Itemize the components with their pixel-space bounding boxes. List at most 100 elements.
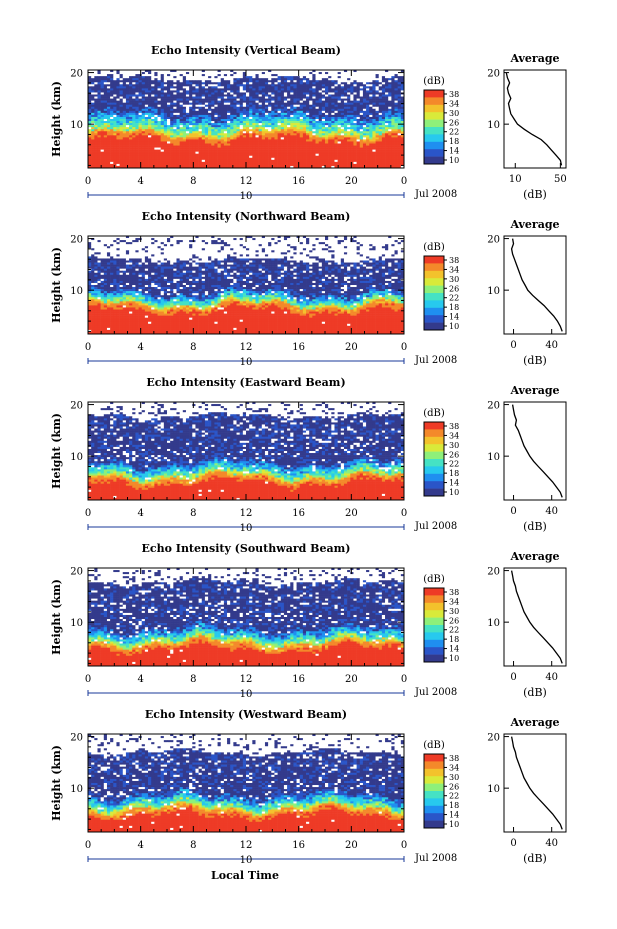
heatmap-cell — [106, 110, 111, 114]
heatmap-cell — [217, 123, 222, 126]
heatmap-cell — [328, 106, 332, 110]
heatmap-cell — [220, 236, 225, 239]
heatmap-cell — [220, 98, 225, 101]
heatmap-cell — [309, 123, 313, 126]
heatmap-cell — [170, 78, 174, 81]
heatmap-cell — [312, 236, 316, 239]
heatmap-cell — [372, 98, 376, 101]
heatmap-cell — [129, 133, 133, 136]
heatmap-cell — [306, 96, 310, 99]
heatmap-cell — [353, 114, 357, 118]
heatmap-cell — [362, 133, 367, 136]
heatmap-cell — [141, 135, 146, 138]
heatmap-cell — [204, 114, 209, 118]
heatmap-cell — [160, 80, 165, 83]
heatmap-cell — [350, 123, 354, 126]
heatmap-cell — [208, 96, 212, 99]
heatmap-cell — [293, 110, 297, 114]
heatmap-cell — [157, 133, 161, 136]
heatmap-cell — [173, 149, 177, 152]
heatmap-cell — [182, 94, 187, 97]
heatmap-cell — [110, 155, 114, 159]
heatmap-cell — [261, 129, 266, 132]
heatmap-cell — [100, 165, 105, 169]
heatmap-cell — [372, 112, 376, 116]
heatmap-cell — [211, 139, 215, 142]
profile-unit: (dB) — [523, 188, 547, 201]
heatmap-cell — [151, 100, 155, 103]
heatmap-cell — [110, 78, 114, 81]
heatmap-cell — [119, 127, 124, 130]
heatmap-cell — [208, 149, 212, 152]
heatmap-cell — [296, 145, 301, 148]
heatmap-cell — [318, 94, 323, 97]
heatmap-cell — [100, 92, 105, 95]
heatmap-cell — [192, 106, 196, 110]
heatmap-cell — [141, 78, 146, 81]
heatmap-cell — [343, 92, 348, 95]
heatmap-cell — [233, 102, 237, 106]
heatmap-cell — [372, 153, 376, 157]
heatmap-cell — [88, 145, 92, 148]
heatmap-cell — [110, 119, 114, 122]
heatmap-cell — [366, 121, 370, 124]
heatmap-cell — [271, 114, 275, 118]
heatmap-cell — [391, 86, 395, 89]
heatmap-cell — [173, 159, 177, 163]
heatmap-cell — [252, 92, 256, 95]
heatmap-cell — [375, 94, 380, 97]
heatmap-cell — [306, 78, 310, 81]
heatmap-cell — [350, 92, 354, 95]
heatmap-cell — [91, 108, 95, 112]
heatmap-cell — [258, 84, 263, 87]
heatmap-cell — [369, 106, 373, 110]
heatmap-cell — [132, 159, 136, 163]
heatmap-cell — [163, 129, 168, 132]
heatmap-cell — [220, 94, 225, 97]
heatmap-cell — [106, 94, 111, 97]
heatmap-cell — [179, 159, 184, 163]
heatmap-cell — [233, 76, 237, 79]
heatmap-cell — [296, 108, 301, 112]
heatmap-cell — [290, 80, 294, 83]
heatmap-cell — [255, 104, 259, 108]
heatmap-cell — [366, 98, 370, 101]
heatmap-cell — [261, 131, 266, 134]
heatmap-cell — [299, 163, 304, 167]
heatmap-cell — [88, 114, 92, 118]
heatmap-cell — [249, 236, 253, 239]
heatmap-cell — [325, 104, 329, 108]
heatmap-cell — [400, 96, 405, 99]
heatmap-cell — [88, 149, 92, 152]
heatmap-cell — [189, 119, 193, 122]
heatmap-cell — [375, 104, 380, 108]
heatmap-cell — [154, 70, 158, 73]
heatmap-cell — [299, 236, 304, 239]
heatmap-cell — [353, 96, 357, 99]
heatmap-cell — [144, 88, 149, 91]
heatmap-cell — [208, 74, 212, 77]
heatmap-cell — [170, 165, 174, 169]
heatmap-cell — [325, 139, 329, 142]
heatmap-cell — [182, 90, 187, 93]
heatmap-cell — [381, 159, 386, 163]
heatmap-cell — [350, 159, 354, 163]
heatmap-cell — [94, 100, 98, 103]
heatmap-cell — [366, 125, 370, 128]
heatmap-cell — [173, 72, 177, 75]
heatmap-cell — [252, 131, 256, 134]
heatmap-cell — [309, 106, 313, 110]
heatmap-cell — [385, 161, 389, 165]
heatmap-cell — [110, 72, 114, 75]
heatmap-cell — [293, 82, 297, 85]
heatmap-cell — [312, 125, 316, 128]
heatmap-cell — [246, 72, 250, 75]
heatmap-cell — [290, 100, 294, 103]
heatmap-cell — [381, 84, 386, 87]
heatmap-cell — [148, 165, 152, 169]
heatmap-cell — [239, 139, 244, 142]
heatmap-cell — [116, 133, 120, 136]
heatmap-cell — [264, 145, 269, 148]
heatmap-cell — [230, 129, 234, 132]
heatmap-cell — [204, 116, 209, 120]
